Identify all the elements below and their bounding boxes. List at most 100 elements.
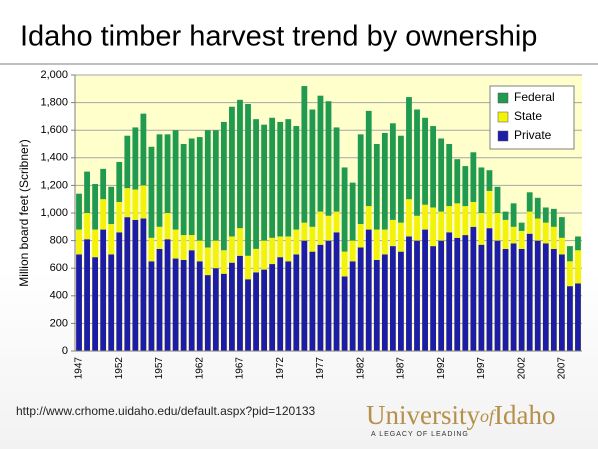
bar-segment	[365, 110, 372, 207]
bar-segment	[84, 171, 90, 213]
bar-segment	[357, 247, 364, 351]
bar-segment	[92, 257, 99, 351]
bar-segment	[269, 117, 276, 238]
bar-segment	[550, 248, 557, 351]
bar-segment	[76, 229, 82, 255]
bar-segment	[277, 121, 284, 237]
bar-segment	[406, 199, 412, 237]
bar-segment	[269, 237, 276, 265]
bar-segment	[381, 254, 388, 351]
bar-segment	[237, 228, 243, 256]
bar-segment	[510, 203, 517, 227]
bar-segment	[229, 106, 235, 237]
bar-segment	[478, 213, 485, 245]
bar-segment	[229, 262, 235, 351]
bar-segment	[349, 240, 356, 262]
bar-segment	[317, 95, 324, 212]
legend-label: State	[514, 109, 542, 123]
bar-segment	[567, 261, 573, 287]
bar-segment	[333, 232, 340, 351]
bar-segment	[534, 197, 541, 219]
bar-segment	[438, 138, 445, 212]
bar-segment	[172, 130, 179, 230]
bar-segment	[293, 229, 300, 255]
bar-segment	[526, 211, 533, 234]
bar-segment	[132, 189, 139, 220]
bar-segment	[438, 240, 445, 351]
bar-segment	[108, 186, 115, 225]
bar-segment	[518, 248, 525, 351]
bar-segment	[494, 240, 501, 351]
bar-segment	[188, 235, 195, 251]
bar-segment	[470, 201, 477, 227]
legend-swatch	[497, 111, 509, 123]
bar-segment	[502, 248, 509, 351]
bar-segment	[108, 254, 115, 351]
bar-segment	[502, 219, 509, 249]
bar-segment	[446, 144, 453, 207]
bar-segment	[140, 185, 147, 219]
bar-segment	[285, 261, 292, 351]
bar-segment	[212, 268, 219, 351]
bar-segment	[188, 250, 195, 351]
bar-segment	[325, 215, 332, 241]
x-tick-label: 1967	[235, 357, 246, 380]
logo-word: University	[366, 400, 480, 430]
bar-segment	[558, 217, 565, 238]
y-tick-label: 1,400	[40, 152, 68, 164]
logo: UniversityofIdaho	[366, 400, 556, 430]
bar-segment	[575, 250, 581, 284]
bar-segment	[293, 254, 300, 351]
legend-swatch	[497, 130, 509, 142]
logo-tagline: A LEGACY OF LEADING	[371, 431, 469, 438]
bar-segment	[526, 233, 533, 351]
bar-segment	[108, 224, 115, 255]
bar-segment	[494, 186, 501, 213]
y-tick-label: 1,200	[40, 179, 68, 191]
bar-segment	[164, 134, 171, 213]
bar-segment	[100, 199, 107, 230]
bar-segment	[116, 161, 123, 202]
bar-segment	[406, 97, 412, 200]
bar-segment	[237, 255, 243, 351]
bar-segment	[341, 251, 348, 277]
bar-segment	[398, 135, 404, 223]
bar-segment	[510, 226, 517, 244]
bar-segment	[172, 229, 179, 259]
bar-segment	[373, 259, 380, 351]
bar-segment	[365, 229, 372, 351]
bar-segment	[534, 240, 541, 351]
bar-segment	[422, 204, 428, 230]
bar-segment	[269, 264, 276, 351]
bar-segment	[76, 254, 82, 351]
bar-segment	[462, 206, 469, 236]
bar-segment	[253, 272, 259, 351]
bar-segment	[277, 257, 284, 351]
bar-segment	[333, 211, 340, 233]
x-tick-label: 1947	[74, 357, 85, 380]
bar-segment	[373, 144, 380, 230]
bar-segment	[317, 244, 324, 351]
bar-segment	[558, 237, 565, 255]
bar-segment	[148, 146, 155, 238]
bar-segment	[462, 166, 469, 207]
x-tick-label: 1992	[436, 357, 447, 380]
bar-segment	[462, 235, 469, 351]
bar-segment	[381, 229, 388, 255]
bar-segment	[84, 213, 90, 240]
bar-segment	[84, 239, 90, 351]
y-tick-label: 400	[50, 290, 68, 302]
bar-segment	[164, 239, 171, 351]
bar-segment	[414, 240, 420, 351]
legend-swatch	[497, 92, 509, 104]
bar-segment	[317, 211, 324, 245]
bar-segment	[567, 246, 573, 262]
bar-segment	[567, 286, 573, 351]
bar-segment	[542, 207, 549, 223]
bar-segment	[212, 130, 219, 241]
bar-segment	[398, 222, 404, 252]
x-tick-label: 1972	[275, 357, 286, 380]
bar-segment	[381, 132, 388, 230]
bar-segment	[164, 213, 171, 240]
